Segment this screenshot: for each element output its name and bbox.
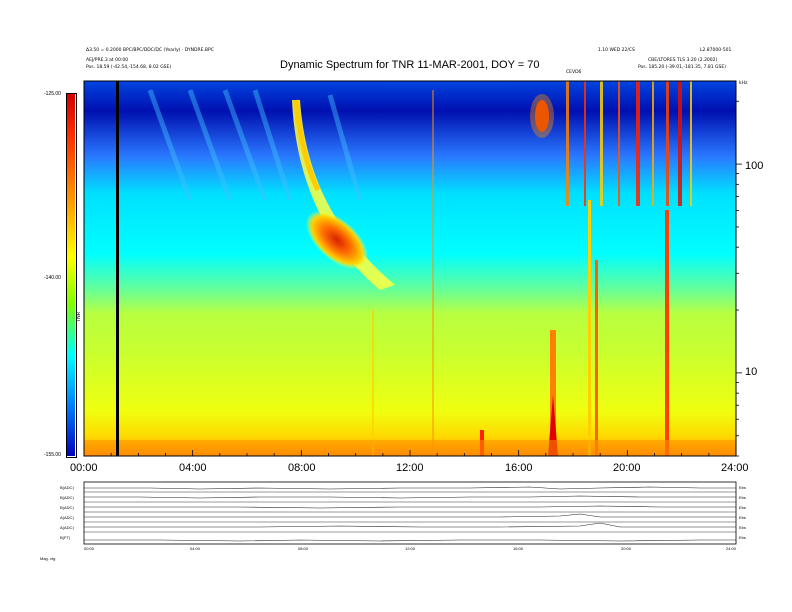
x-tick-label-3: 12:00	[396, 462, 424, 474]
subpanel-label-2: B(ADC)	[60, 495, 74, 500]
colorbar-tick-mid: -140.00	[44, 275, 61, 281]
subpanel-frame	[83, 481, 737, 545]
header-info-right-3: CBE/LTORES TLS 3.20 (2.2002)	[648, 58, 718, 63]
y-axis-ticks	[736, 100, 742, 457]
subpanel-trace-3	[84, 505, 736, 509]
subpanel-label-6: B(FT)	[60, 535, 71, 540]
spectrogram-background	[84, 81, 736, 456]
header-info-left-1: Δ3.50 = 0.2000 BPC/BPC/DDC/DC (Yearly) ·…	[86, 48, 214, 53]
subpanel-label-4: A(ADC)	[60, 515, 74, 520]
y-tick-label-10: 10	[745, 366, 758, 378]
subpanel-trace-2	[84, 495, 736, 499]
header-info-right-4: Pos. 185.20 (-39.01,-181.35, 7.81 GSE)	[638, 65, 727, 70]
subpanel-right-label-4: Ebs	[739, 515, 746, 520]
subpanel-x-tick-4: 16:00	[513, 546, 524, 551]
chart-title: Dynamic Spectrum for TNR 11-MAR-2001, DO…	[280, 59, 540, 71]
subpanel-right-label-6: Ebs	[739, 535, 746, 540]
subpanel-trace-4	[84, 513, 736, 518]
subpanel-label-5: A(ADC)	[60, 525, 74, 530]
x-tick-label-2: 08:00	[288, 462, 316, 474]
header-info-right-2: L2.87000-501	[700, 48, 732, 53]
subpanel-x-tick-1: 04:00	[190, 546, 201, 551]
y-unit-label: kHz	[739, 81, 748, 86]
subpanel-footer-label: Mag. cfg	[40, 556, 56, 561]
y-tick-label-100: 100	[745, 160, 764, 172]
subpanel-x-tick-3: 12:00	[405, 546, 416, 551]
subpanel-trace-5	[84, 522, 736, 528]
subpanel-x-tick-0: 00:00	[84, 546, 95, 551]
subpanel-right-label-5: Ebs	[739, 525, 746, 530]
x-tick-label-4: 16:00	[505, 462, 533, 474]
x-tick-label-1: 04:00	[179, 462, 207, 474]
type-iii-burst-core	[305, 210, 369, 270]
subpanel-right-label-3: Ebs	[739, 505, 746, 510]
spectrogram-image	[84, 81, 736, 456]
type-iii-drift-band	[292, 100, 395, 290]
x-axis-ticks	[83, 450, 737, 456]
x-tick-label-6: 24:00	[721, 462, 749, 474]
data-gap-line	[116, 81, 119, 456]
subpanel-right-label-1: Ebs	[739, 485, 746, 490]
header-info-left-3: Pos. 18.59 (-42.54,-154.68, 8.02 GSE)	[86, 65, 172, 70]
subpanel-right-label-2: Ebs	[739, 495, 746, 500]
subpanel-label-1: B(ADC)	[60, 485, 74, 490]
colorbar	[66, 93, 77, 458]
header-mid-label: CEVD6	[566, 70, 582, 75]
header-info-right-1: 1.10 WED 22/CS	[598, 48, 635, 53]
header-info-left-2: AEJ/PRE.3 at 00:00	[86, 58, 129, 63]
x-tick-label-0: 00:00	[70, 462, 98, 474]
subpanel-trace-6	[84, 539, 736, 542]
colorbar-tick-top: -125.00	[44, 91, 61, 97]
x-tick-label-5: 20:00	[613, 462, 641, 474]
subpanel-x-tick-2: 08:00	[298, 546, 309, 551]
subpanels	[83, 481, 737, 545]
subpanel-x-tick-6: 24:00	[726, 546, 737, 551]
intense-emission-17h	[535, 100, 549, 132]
subpanel-trace-1	[84, 486, 736, 490]
subpanel-x-tick-5: 20:00	[621, 546, 632, 551]
subpanel-label-3: B(ADC)	[60, 505, 74, 510]
colorbar-tick-bottom: -155.00	[44, 452, 61, 458]
colorbar-gradient	[67, 94, 75, 456]
